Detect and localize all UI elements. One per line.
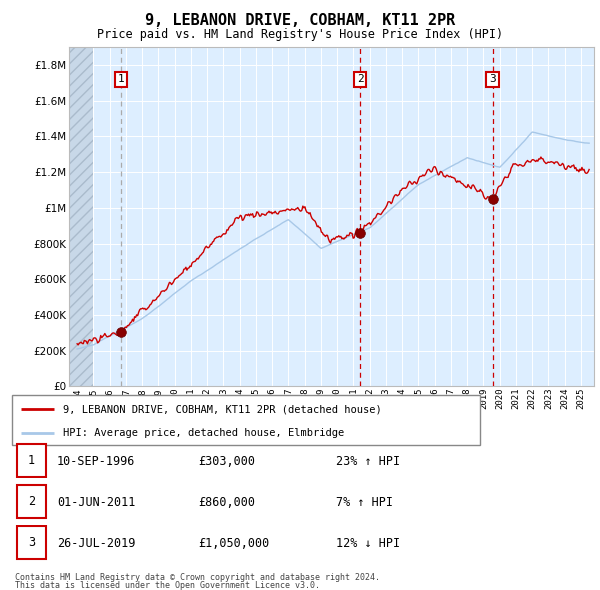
Text: 10-SEP-1996: 10-SEP-1996 <box>57 455 136 468</box>
Text: 01-JUN-2011: 01-JUN-2011 <box>57 496 136 509</box>
Text: 1: 1 <box>118 74 124 84</box>
Text: This data is licensed under the Open Government Licence v3.0.: This data is licensed under the Open Gov… <box>15 581 320 590</box>
Bar <box>69 47 94 386</box>
Text: 1: 1 <box>28 454 35 467</box>
Text: £303,000: £303,000 <box>198 455 255 468</box>
Text: 7% ↑ HPI: 7% ↑ HPI <box>336 496 393 509</box>
Text: 3: 3 <box>489 74 496 84</box>
Text: 3: 3 <box>28 536 35 549</box>
Text: Contains HM Land Registry data © Crown copyright and database right 2024.: Contains HM Land Registry data © Crown c… <box>15 572 380 582</box>
Text: £860,000: £860,000 <box>198 496 255 509</box>
Text: 23% ↑ HPI: 23% ↑ HPI <box>336 455 400 468</box>
Text: £1,050,000: £1,050,000 <box>198 537 269 550</box>
FancyBboxPatch shape <box>17 526 46 559</box>
FancyBboxPatch shape <box>12 395 480 445</box>
FancyBboxPatch shape <box>17 485 46 518</box>
Text: 9, LEBANON DRIVE, COBHAM, KT11 2PR: 9, LEBANON DRIVE, COBHAM, KT11 2PR <box>145 13 455 28</box>
Text: 2: 2 <box>357 74 364 84</box>
FancyBboxPatch shape <box>17 444 46 477</box>
Text: 26-JUL-2019: 26-JUL-2019 <box>57 537 136 550</box>
Text: 12% ↓ HPI: 12% ↓ HPI <box>336 537 400 550</box>
Text: HPI: Average price, detached house, Elmbridge: HPI: Average price, detached house, Elmb… <box>64 428 345 438</box>
Text: 9, LEBANON DRIVE, COBHAM, KT11 2PR (detached house): 9, LEBANON DRIVE, COBHAM, KT11 2PR (deta… <box>64 404 382 414</box>
Text: Price paid vs. HM Land Registry's House Price Index (HPI): Price paid vs. HM Land Registry's House … <box>97 28 503 41</box>
Bar <box>69 47 94 386</box>
Text: 2: 2 <box>28 495 35 508</box>
